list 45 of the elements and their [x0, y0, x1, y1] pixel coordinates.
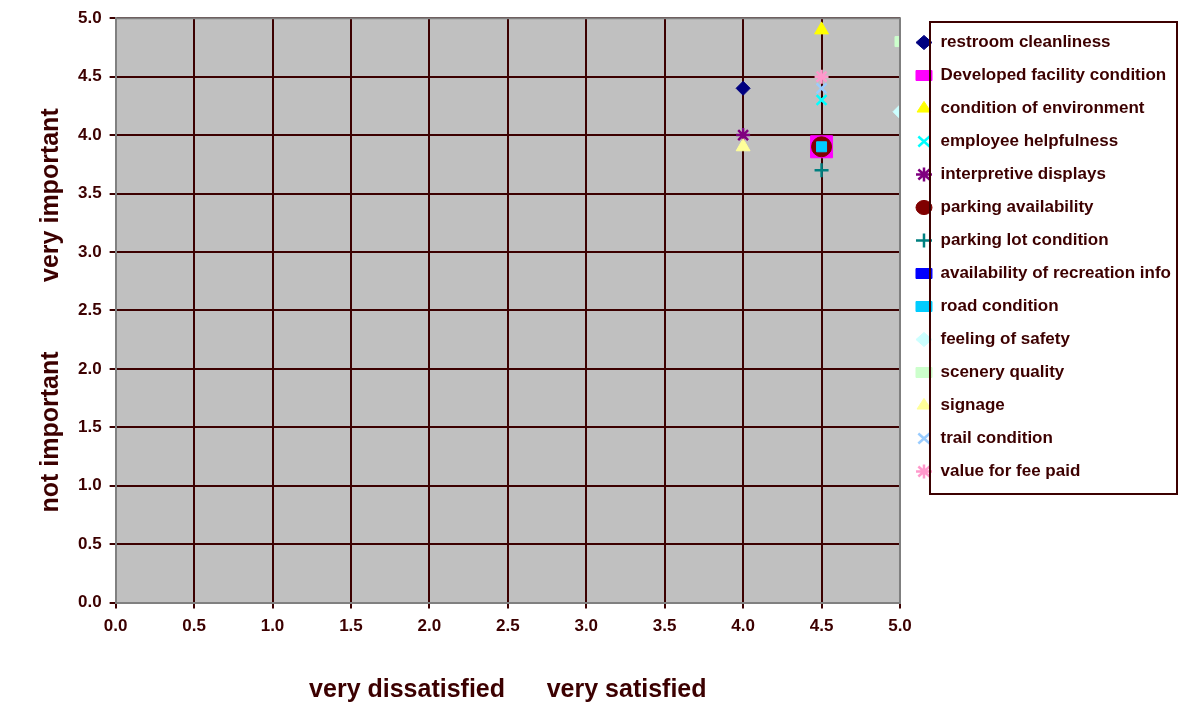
x-tick-label: 3.0	[574, 616, 599, 636]
y-tick-label: 0.0	[77, 592, 102, 612]
x-tick-label: 0.5	[182, 616, 206, 636]
x-tick-label: 4.0	[731, 616, 755, 636]
y-tick-label: 2.0	[77, 358, 102, 378]
y-tick-label: 1.5	[77, 416, 102, 436]
y-tick-label: 3.5	[77, 183, 102, 203]
x-tick-label: 1.5	[339, 616, 363, 636]
legend-label: employee helpfulness	[940, 131, 1119, 151]
point	[815, 82, 828, 95]
legend-label: signage	[940, 395, 1005, 415]
x-tick-label: 2.5	[495, 616, 520, 636]
legend-label: restroom cleanliness	[940, 32, 1111, 52]
point	[813, 68, 830, 85]
y-tick-label: 1.0	[77, 475, 102, 495]
legend-label: parking availability	[940, 197, 1095, 217]
legend-label: Developed facility condition	[940, 65, 1167, 85]
legend-label: condition of environment	[940, 98, 1145, 118]
point	[814, 21, 829, 35]
point	[735, 80, 751, 96]
point	[735, 138, 751, 152]
x-tick-label: 1.0	[260, 616, 285, 636]
y-tick-label: 0.5	[77, 533, 102, 553]
legend-label: parking lot condition	[940, 230, 1109, 250]
x-tick-label: 0.0	[103, 616, 128, 636]
x-tick-label: 5.0	[888, 616, 912, 636]
legend-label: trail condition	[940, 428, 1053, 448]
point	[815, 93, 828, 107]
y-tick-label: 5.0	[77, 7, 102, 27]
y-tick-label: 2.5	[77, 300, 102, 320]
x-tick-label: 3.5	[652, 616, 677, 636]
y-axis-title: not important very important	[34, 107, 63, 513]
legend-label: value for fee paid	[940, 461, 1081, 481]
point	[813, 161, 830, 179]
legend-label: feeling of safety	[940, 329, 1071, 349]
y-tick-label: 3.0	[77, 241, 102, 261]
x-axis-title: very dissatisfied very satisfied	[309, 673, 707, 702]
y-tick-label: 4.5	[77, 66, 102, 86]
y-tick-label: 4.0	[77, 124, 102, 144]
x-tick-label: 2.0	[417, 616, 442, 636]
legend-label: road condition	[940, 296, 1059, 316]
x-tick-label: 4.5	[809, 616, 834, 636]
legend-label: scenery quality	[940, 362, 1065, 382]
legend-label: interpretive displays	[940, 164, 1106, 184]
legend-label: availability of recreation info	[940, 263, 1172, 283]
